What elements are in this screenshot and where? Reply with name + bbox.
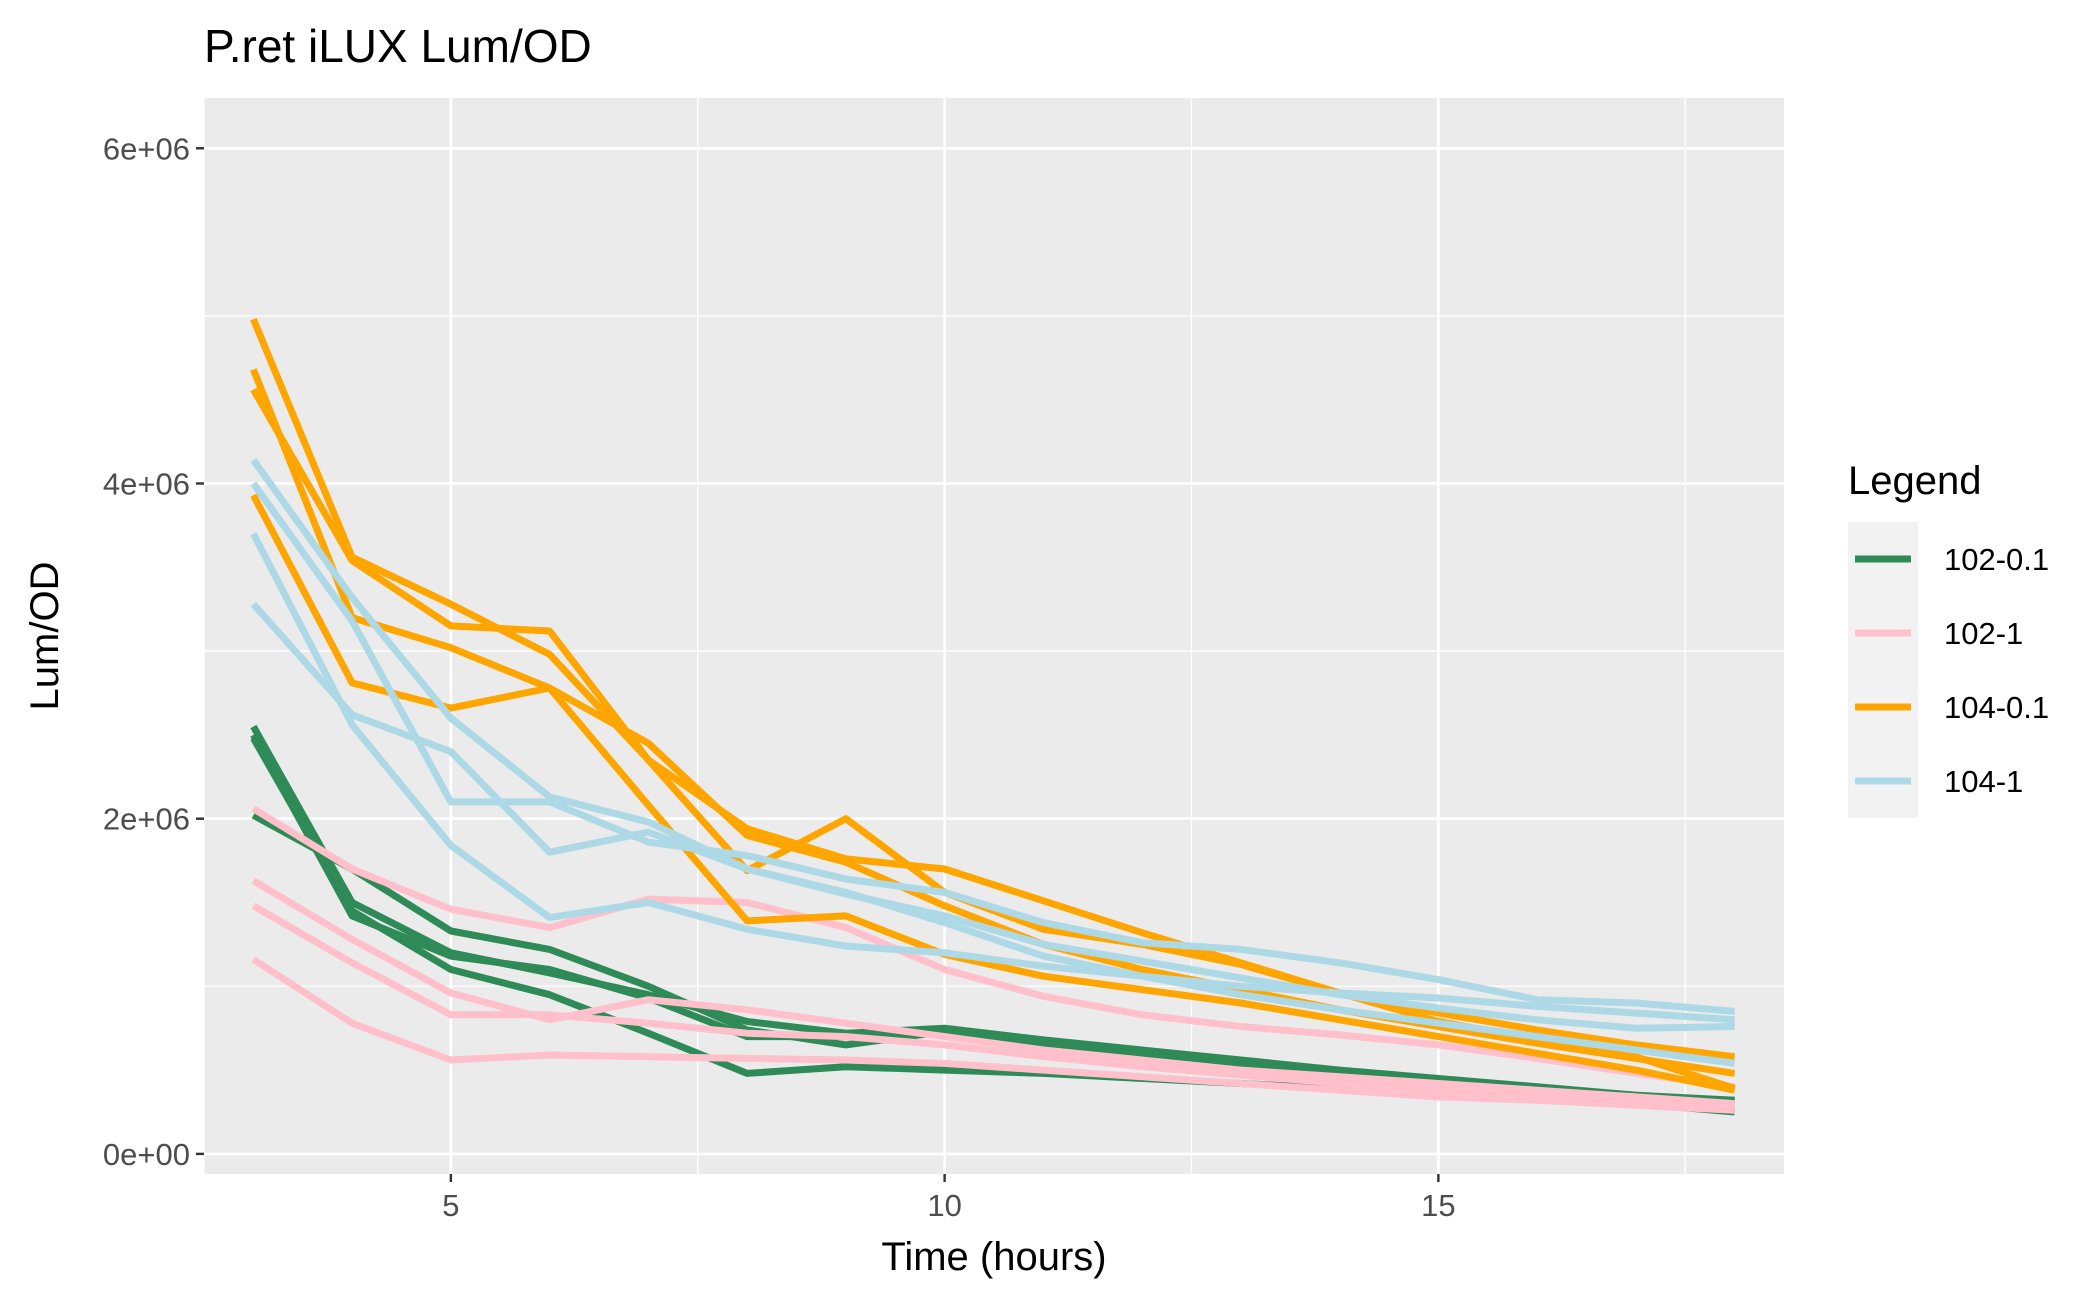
y-tick-label: 0e+00 bbox=[103, 1137, 190, 1172]
chart-title: P.ret iLUX Lum/OD bbox=[204, 20, 592, 72]
legend-label-102-0.1: 102-0.1 bbox=[1944, 542, 2049, 577]
series-lines bbox=[250, 317, 1736, 1116]
legend-items: 102-0.1 102-1 104-0.1 104-1 bbox=[1848, 522, 2049, 818]
series-line-102-1-4 bbox=[251, 956, 1735, 1114]
series-line-104-1-1 bbox=[250, 457, 1735, 1032]
series-line-104-1-4 bbox=[250, 601, 1736, 1067]
legend-label-102-1: 102-1 bbox=[1944, 616, 2023, 651]
series-line-104-0.1-2 bbox=[250, 368, 1736, 1077]
y-axis-ticks: 0e+00 2e+06 4e+06 6e+06 bbox=[103, 131, 204, 1172]
series-line-104-0.1-4 bbox=[250, 493, 1736, 1094]
legend-label-104-1: 104-1 bbox=[1944, 764, 2023, 799]
y-tick-label: 4e+06 bbox=[103, 466, 190, 501]
y-tick-label: 2e+06 bbox=[103, 802, 190, 837]
legend-label-104-0.1: 104-0.1 bbox=[1944, 690, 2049, 725]
y-tick-label: 6e+06 bbox=[103, 131, 190, 166]
legend-title: Legend bbox=[1848, 459, 1981, 503]
series-line-102-1-3 bbox=[251, 902, 1735, 1113]
series-line-104-1-3 bbox=[250, 532, 1735, 1024]
y-axis-title: Lum/OD bbox=[23, 562, 67, 711]
x-tick-label: 10 bbox=[927, 1188, 961, 1223]
x-tick-label: 5 bbox=[442, 1188, 459, 1223]
series-line-102-1-2 bbox=[251, 877, 1735, 1108]
legend: Legend 102-0.1 102-1 104-0.1 104-1 bbox=[1848, 459, 2049, 818]
x-axis-ticks: 5 10 15 bbox=[442, 1174, 1456, 1223]
x-axis-title: Time (hours) bbox=[881, 1235, 1106, 1279]
series-line-102-1-1 bbox=[251, 805, 1736, 1091]
x-tick-label: 15 bbox=[1421, 1188, 1455, 1223]
